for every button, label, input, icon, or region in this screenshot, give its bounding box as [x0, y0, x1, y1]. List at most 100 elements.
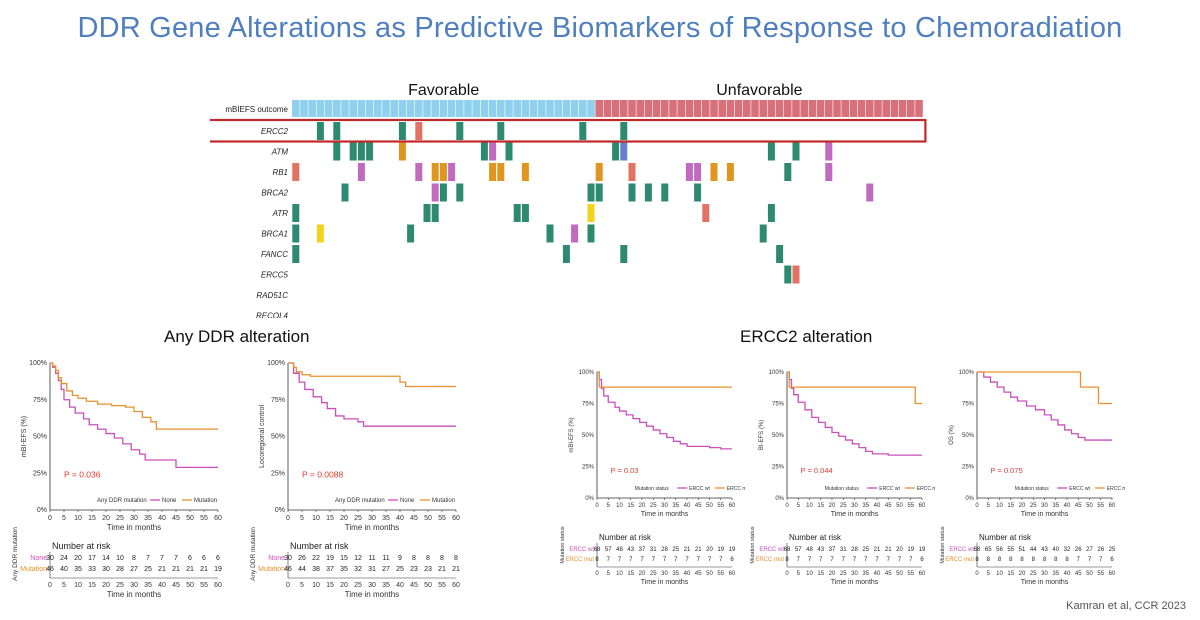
risk-count: 8: [1043, 557, 1047, 563]
risk-count: 8: [975, 557, 979, 563]
y-tick-label: 100%: [29, 360, 47, 367]
risk-count: 19: [214, 566, 222, 573]
risk-count: 7: [640, 557, 644, 563]
risk-x-tick-label: 5: [797, 571, 801, 577]
risk-side-label: Mutation status: [750, 526, 756, 564]
legend-entry: ERCC wt: [1069, 486, 1090, 492]
outcome-cell: [800, 100, 808, 117]
outcome-cell: [464, 100, 472, 117]
risk-count: 23: [410, 566, 418, 573]
x-tick-label: 5: [300, 515, 304, 522]
x-tick-label: 5: [987, 503, 991, 509]
outcome-cell: [505, 100, 513, 117]
alteration-cell: [694, 183, 702, 202]
risk-count: 21: [186, 566, 194, 573]
outcome-cell: [751, 100, 759, 117]
x-tick-label: 60: [214, 515, 222, 522]
outcome-cell: [718, 100, 726, 117]
y-tick-label: 50%: [772, 433, 785, 439]
risk-x-tick-label: 55: [717, 571, 724, 577]
risk-count: 10: [116, 555, 124, 562]
risk-count: 25: [862, 547, 869, 553]
risk-count: 7: [719, 557, 723, 563]
risk-x-tick-label: 50: [186, 582, 194, 589]
risk-count: 26: [1075, 547, 1082, 553]
alteration-cell: [866, 183, 874, 202]
risk-count: 7: [1088, 557, 1092, 563]
risk-count: 23: [424, 566, 432, 573]
km-plot-any-ddr-mbiefs: 0%25%50%75%100%0 5 10 15 20 25 30 35 40 45 50 55 60T…: [12, 360, 222, 599]
alteration-cell: [292, 204, 300, 222]
km-curve-ercc-mut: [977, 371, 1112, 405]
risk-x-tick-label: 25: [1030, 571, 1037, 577]
km-curve-ercc-wt: [787, 371, 922, 456]
alteration-cell: [333, 142, 341, 161]
alteration-cell: [726, 163, 734, 181]
risk-count: 7: [697, 557, 701, 563]
outcome-cell: [415, 100, 423, 117]
outcome-cell: [554, 100, 562, 117]
x-tick-label: 20: [340, 515, 348, 522]
x-tick-label: 20: [829, 503, 836, 509]
risk-x-tick-label: 60: [1109, 571, 1116, 577]
risk-count: 14: [102, 555, 110, 562]
alteration-cell: [784, 265, 792, 284]
legend-entry: None: [400, 498, 415, 504]
risk-count: 7: [607, 557, 611, 563]
risk-count: 8: [1065, 557, 1069, 563]
alteration-cell: [415, 122, 423, 140]
alteration-cell: [398, 142, 406, 161]
legend-title: Mutation status: [1015, 486, 1049, 492]
x-tick-label: 0: [785, 503, 789, 509]
x-tick-label: 35: [144, 515, 152, 522]
risk-count: 7: [174, 555, 178, 562]
risk-count: 7: [1099, 557, 1103, 563]
risk-x-tick-label: 0: [975, 571, 979, 577]
outcome-cell: [882, 100, 890, 117]
risk-x-tick-label: 25: [650, 571, 657, 577]
risk-x-axis-label: Time in months: [641, 579, 689, 586]
outcome-cell: [374, 100, 382, 117]
risk-x-tick-label: 45: [695, 571, 702, 577]
risk-row-label: ERCC mut: [755, 557, 784, 563]
risk-row-label: Mutation: [20, 566, 47, 573]
risk-x-tick-label: 40: [1064, 571, 1071, 577]
x-tick-label: 40: [874, 503, 881, 509]
ercc2-highlight-box: [210, 118, 927, 143]
alteration-cell: [497, 163, 505, 181]
outcome-cell: [841, 100, 849, 117]
y-tick-label: 50%: [962, 433, 975, 439]
risk-count: 7: [663, 557, 667, 563]
outcome-cell: [833, 100, 841, 117]
outcome-cell: [316, 100, 325, 117]
risk-x-tick-label: 25: [116, 582, 124, 589]
risk-x-tick-label: 0: [595, 571, 599, 577]
x-tick-label: 15: [88, 515, 96, 522]
risk-row-label: Mutation: [258, 566, 285, 573]
risk-table-title: Number at risk: [52, 541, 111, 551]
risk-count: 68: [974, 547, 981, 553]
risk-count: 26: [1097, 547, 1104, 553]
x-tick-label: 15: [817, 503, 824, 509]
x-tick-label: 10: [74, 515, 82, 522]
alteration-cell: [439, 183, 447, 202]
risk-count: 7: [808, 557, 812, 563]
outcome-cell: [390, 100, 398, 117]
x-tick-label: 55: [717, 503, 724, 509]
outcome-cell: [849, 100, 858, 117]
outcome-cell: [784, 100, 792, 117]
risk-count: 8: [426, 555, 430, 562]
km-curve-none: [50, 362, 218, 469]
outcome-cell: [611, 100, 620, 117]
alteration-cell: [489, 163, 497, 181]
risk-x-tick-label: 20: [340, 582, 348, 589]
y-tick-label: 75%: [962, 402, 975, 408]
legend-entry: ERCC wt: [879, 486, 900, 492]
outcome-cell: [562, 100, 571, 117]
outcome-cell: [406, 100, 415, 117]
risk-x-tick-label: 30: [130, 582, 138, 589]
risk-count: 20: [896, 547, 903, 553]
outcome-cell: [710, 100, 718, 117]
risk-count: 40: [1052, 547, 1059, 553]
alteration-cell: [357, 142, 365, 161]
